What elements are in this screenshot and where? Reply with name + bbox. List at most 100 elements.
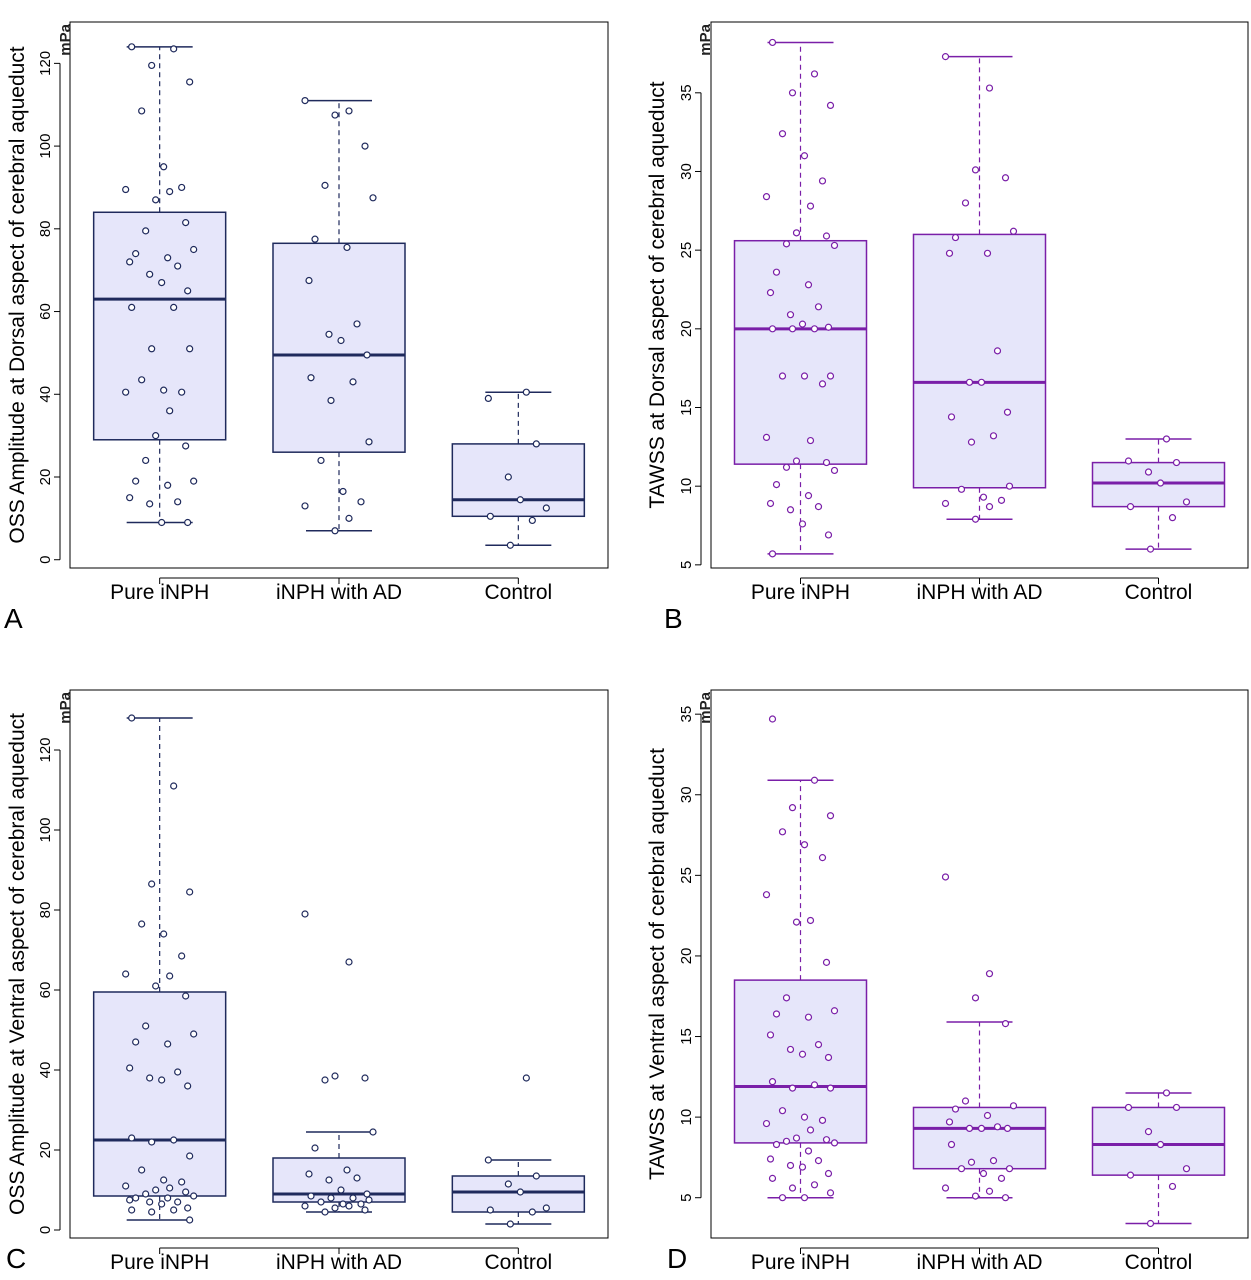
data-point bbox=[160, 1176, 168, 1184]
data-point bbox=[965, 1124, 974, 1133]
data-point bbox=[993, 347, 1002, 355]
data-point bbox=[778, 828, 787, 836]
data-point bbox=[792, 1134, 801, 1142]
data-point bbox=[826, 372, 835, 380]
panel-letter: A bbox=[4, 603, 23, 634]
data-point bbox=[126, 258, 134, 266]
data-point bbox=[1172, 458, 1181, 467]
data-point bbox=[178, 1178, 186, 1186]
data-point bbox=[971, 1192, 980, 1200]
y-tick-label: 20 bbox=[37, 469, 54, 486]
data-point bbox=[349, 378, 357, 386]
data-point bbox=[979, 493, 988, 501]
x-tick-label: Control bbox=[484, 581, 552, 604]
data-point bbox=[321, 1076, 329, 1084]
data-point bbox=[126, 1064, 134, 1072]
y-tick-label: 10 bbox=[678, 478, 695, 495]
data-point bbox=[1168, 1182, 1177, 1191]
data-point bbox=[782, 240, 791, 248]
data-point bbox=[186, 345, 194, 353]
data-point bbox=[170, 782, 178, 790]
panel-letter: D bbox=[667, 1243, 687, 1274]
data-point bbox=[132, 1194, 140, 1202]
data-point bbox=[977, 378, 986, 386]
data-point bbox=[1005, 482, 1014, 490]
data-point bbox=[786, 506, 795, 514]
data-point bbox=[506, 541, 514, 549]
data-point bbox=[806, 202, 815, 210]
panel-b: 5 10 15 20 25 30 35 TAWSS at Dorsal aspect of c… bbox=[646, 21, 1249, 634]
data-point bbox=[945, 249, 954, 257]
data-point bbox=[166, 407, 174, 415]
x-tick-label: Pure iNPH bbox=[751, 1251, 850, 1274]
data-point bbox=[361, 142, 369, 150]
data-point bbox=[174, 262, 182, 270]
data-point bbox=[967, 438, 976, 446]
iqr-box bbox=[733, 979, 868, 1144]
y-tick-label: 100 bbox=[37, 817, 54, 842]
data-point bbox=[1001, 174, 1010, 182]
data-point bbox=[184, 1082, 192, 1090]
data-point bbox=[301, 502, 309, 510]
points-group-3 bbox=[484, 1074, 550, 1228]
data-point bbox=[331, 1072, 339, 1080]
data-point bbox=[190, 245, 198, 254]
data-point bbox=[142, 227, 150, 235]
data-point bbox=[971, 515, 980, 523]
iqr-box bbox=[912, 233, 1047, 489]
data-point bbox=[186, 888, 194, 896]
data-point bbox=[138, 920, 146, 928]
data-point bbox=[138, 376, 146, 384]
data-point bbox=[148, 1138, 156, 1146]
box-2 bbox=[272, 99, 406, 532]
data-point bbox=[806, 916, 815, 925]
data-point bbox=[506, 1220, 514, 1228]
data-point bbox=[1126, 1171, 1135, 1179]
data-point bbox=[321, 1208, 329, 1216]
data-point bbox=[800, 1194, 809, 1202]
y-tick-label: 30 bbox=[678, 163, 695, 180]
data-point bbox=[826, 1084, 835, 1092]
data-point bbox=[786, 1045, 795, 1054]
data-point bbox=[331, 111, 339, 119]
data-point bbox=[772, 268, 781, 276]
data-point bbox=[824, 1169, 833, 1178]
data-point bbox=[971, 166, 980, 174]
data-point bbox=[957, 485, 966, 493]
data-point bbox=[184, 518, 192, 527]
data-point bbox=[1144, 1128, 1153, 1136]
data-point bbox=[516, 496, 524, 504]
data-point bbox=[997, 496, 1006, 504]
iqr-box bbox=[1091, 461, 1226, 508]
data-point bbox=[164, 481, 172, 489]
data-point bbox=[349, 1194, 357, 1202]
data-point bbox=[830, 1007, 839, 1015]
y-tick-label: 20 bbox=[37, 1142, 54, 1159]
data-point bbox=[152, 196, 160, 204]
y-tick-label: 0 bbox=[37, 1226, 54, 1234]
y-tick-label: 25 bbox=[678, 242, 695, 259]
data-point bbox=[824, 1053, 833, 1062]
y-axis-title: TAWSS at Dorsal aspect of cerebral aqued… bbox=[646, 81, 669, 508]
data-point bbox=[814, 303, 823, 311]
data-point bbox=[810, 776, 819, 784]
y-tick-label: 15 bbox=[678, 399, 695, 416]
data-point bbox=[166, 187, 174, 196]
data-point bbox=[132, 477, 140, 485]
box-1 bbox=[733, 779, 868, 1199]
y-tick-label: 120 bbox=[37, 737, 54, 762]
x-tick-label: iNPH with AD bbox=[276, 1251, 402, 1274]
data-point bbox=[1156, 479, 1165, 487]
data-point bbox=[788, 804, 797, 812]
x-tick-label: Pure iNPH bbox=[110, 1251, 209, 1274]
data-point bbox=[339, 1200, 347, 1208]
data-point bbox=[337, 1186, 345, 1194]
y-tick-label: 15 bbox=[678, 1028, 695, 1045]
data-point bbox=[792, 229, 801, 237]
iqr-box bbox=[733, 239, 868, 465]
iqr-box bbox=[92, 211, 227, 441]
data-point bbox=[1124, 1103, 1133, 1112]
data-point bbox=[152, 1186, 160, 1194]
data-point bbox=[822, 1136, 831, 1144]
data-point bbox=[1001, 1020, 1010, 1028]
